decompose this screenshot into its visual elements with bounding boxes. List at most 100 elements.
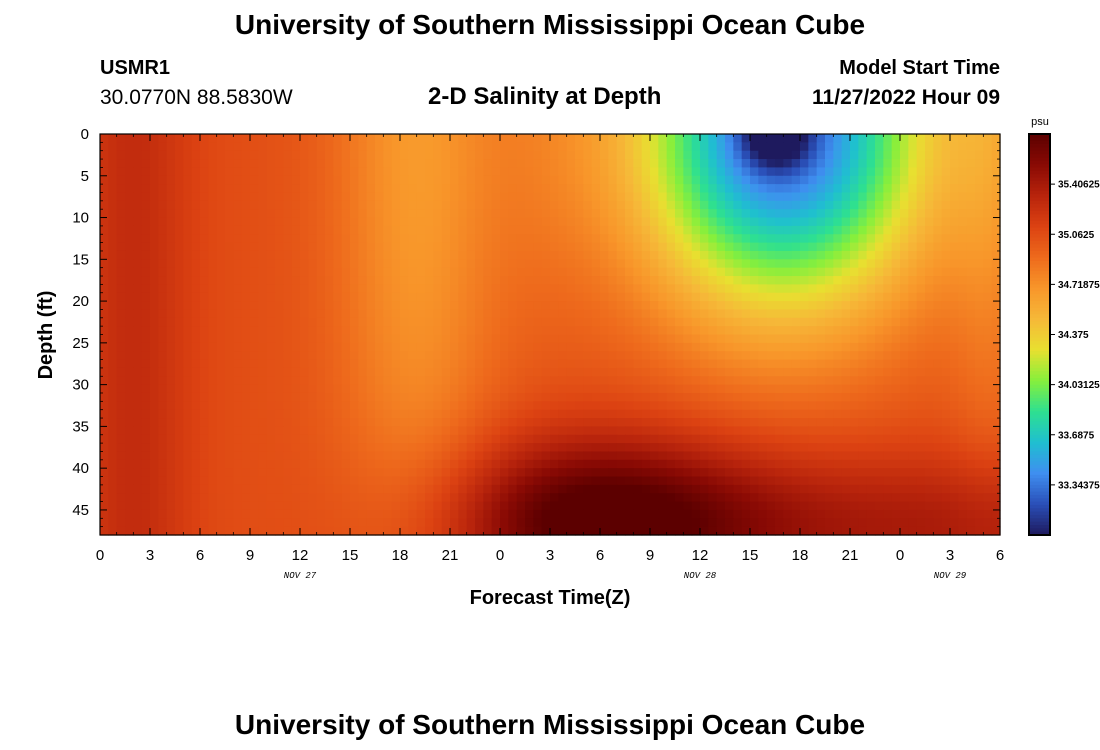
heatmap-cell [150, 443, 159, 453]
heatmap-cell [575, 451, 584, 461]
heatmap-cell [666, 426, 676, 436]
heatmap-cell [991, 234, 1001, 244]
heatmap-cell [491, 292, 501, 302]
heatmap-cell [883, 376, 893, 386]
heatmap-cell [166, 175, 176, 185]
heatmap-cell [758, 509, 768, 519]
heatmap-cell [283, 209, 293, 219]
heatmap-cell [841, 459, 851, 469]
heatmap-cell [608, 459, 618, 469]
heatmap-cell [966, 192, 976, 202]
heatmap-cell [600, 392, 609, 402]
heatmap-cell [941, 443, 951, 453]
heatmap-cell [250, 175, 259, 185]
heatmap-cell [891, 484, 901, 494]
heatmap-cell [533, 351, 543, 361]
heatmap-cell [391, 301, 401, 311]
heatmap-cell [158, 334, 168, 344]
heatmap-cell [916, 401, 926, 411]
heatmap-cell [150, 484, 159, 494]
heatmap-cell [716, 426, 726, 436]
heatmap-cell [675, 167, 684, 177]
heatmap-cell [383, 493, 393, 503]
heatmap-cell [641, 276, 651, 285]
heatmap-cell [275, 301, 284, 311]
heatmap-cell [233, 159, 243, 169]
heatmap-cell [358, 476, 368, 486]
heatmap-cell [383, 418, 393, 427]
heatmap-cell [491, 200, 501, 210]
heatmap-cell [416, 217, 426, 227]
heatmap-cell [191, 159, 201, 169]
heatmap-cell [616, 276, 626, 285]
heatmap-cell [483, 392, 493, 402]
heatmap-cell [158, 518, 168, 528]
heatmap-cell [500, 159, 509, 169]
heatmap-cell [658, 292, 668, 302]
heatmap-cell [825, 509, 834, 519]
heatmap-cell [650, 267, 659, 277]
heatmap-cell [500, 234, 509, 244]
heatmap-cell [333, 175, 343, 185]
heatmap-cell [133, 351, 143, 361]
heatmap-cell [958, 418, 968, 427]
heatmap-cell [408, 443, 418, 453]
heatmap-cell [141, 242, 151, 252]
heatmap-cell [141, 276, 151, 285]
heatmap-cell [866, 267, 876, 277]
heatmap-cell [758, 384, 768, 394]
heatmap-cell [141, 392, 151, 402]
heatmap-cell [191, 142, 201, 152]
heatmap-cell [341, 451, 351, 461]
heatmap-cell [591, 459, 601, 469]
heatmap-cell [508, 409, 518, 419]
heatmap-cell [825, 409, 834, 419]
heatmap-cell [141, 426, 151, 436]
heatmap-cell [558, 484, 568, 494]
heatmap-cell [600, 217, 609, 227]
heatmap-cell [808, 234, 818, 244]
heatmap-cell [491, 284, 501, 294]
heatmap-cell [833, 267, 843, 277]
heatmap-cell [533, 459, 543, 469]
heatmap-cell [775, 468, 784, 478]
heatmap-cell [258, 509, 268, 519]
heatmap-cell [625, 468, 634, 478]
heatmap-cell [716, 484, 726, 494]
heatmap-cell [825, 401, 834, 411]
heatmap-cell [308, 451, 318, 461]
heatmap-cell [383, 167, 393, 177]
heatmap-cell [425, 159, 434, 169]
heatmap-cell [450, 217, 459, 227]
heatmap-cell [966, 351, 976, 361]
heatmap-cell [325, 259, 334, 269]
heatmap-cell [250, 150, 259, 160]
heatmap-cell [466, 376, 476, 386]
heatmap-cell [250, 217, 259, 227]
heatmap-cell [183, 301, 193, 311]
heatmap-cell [550, 142, 559, 152]
heatmap-cell [658, 367, 668, 377]
heatmap-cell [925, 159, 934, 169]
heatmap-cell [350, 443, 359, 453]
heatmap-cell [250, 225, 259, 235]
heatmap-cell [591, 150, 601, 160]
heatmap-cell [716, 326, 726, 336]
heatmap-cell [816, 284, 826, 294]
heatmap-cell [633, 509, 643, 519]
heatmap-cell [566, 392, 576, 402]
heatmap-cell [133, 142, 143, 152]
heatmap-cell [575, 192, 584, 202]
heatmap-cell [891, 175, 901, 185]
heatmap-cell [475, 484, 484, 494]
heatmap-cell [700, 134, 709, 143]
heatmap-cell [516, 409, 526, 419]
heatmap-cell [966, 284, 976, 294]
heatmap-cell [475, 175, 484, 185]
heatmap-cell [250, 292, 259, 302]
heatmap-cell [341, 250, 351, 260]
heatmap-cell [158, 175, 168, 185]
heatmap-cell [983, 426, 993, 436]
heatmap-cell [675, 200, 684, 210]
heatmap-cell [666, 242, 676, 252]
